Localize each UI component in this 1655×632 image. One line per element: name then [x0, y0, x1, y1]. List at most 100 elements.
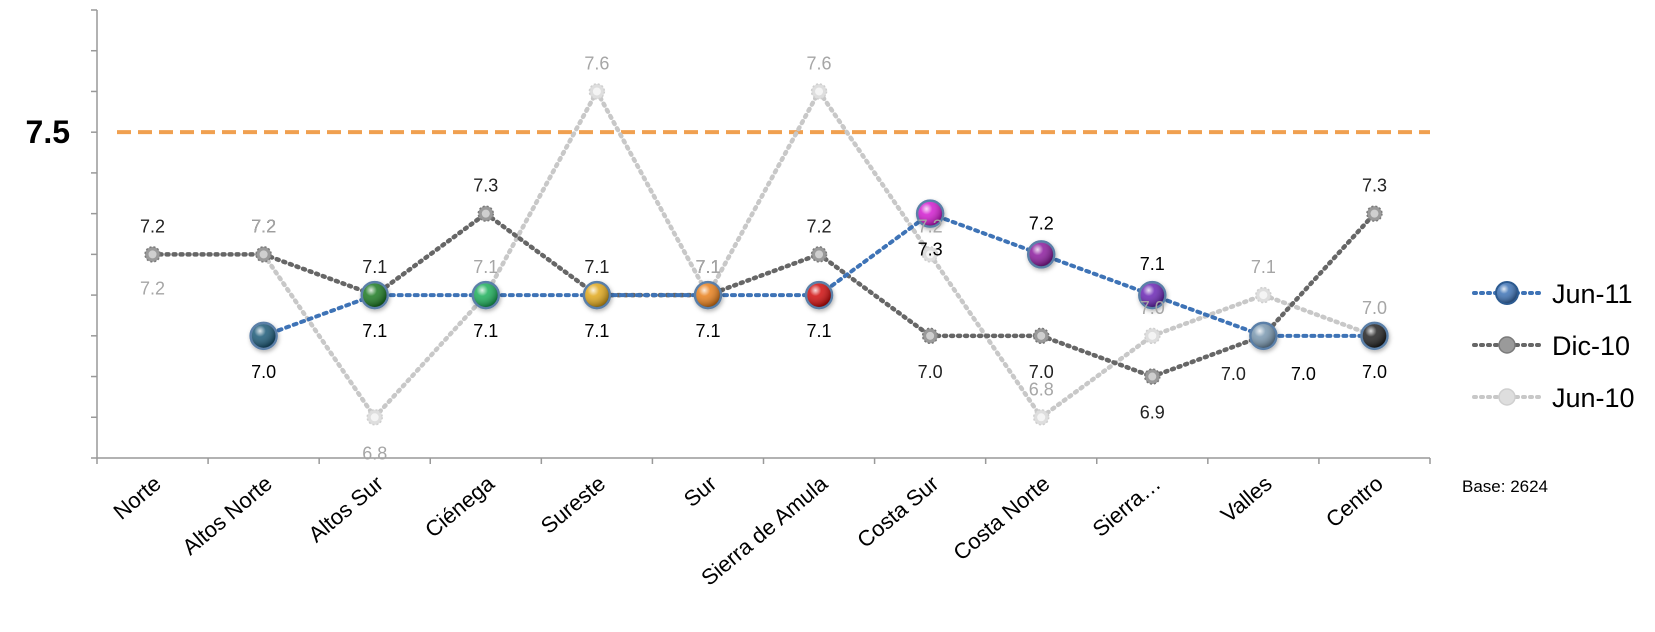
category-labels: Norte Altos Norte Altos Sur Ciénega Sureste S… — [108, 470, 1387, 590]
data-label: 7.1 — [584, 321, 609, 341]
data-point-core — [370, 413, 379, 422]
data-label: 7.1 — [473, 321, 498, 341]
series-line-segment — [594, 89, 711, 298]
data-label: 7.1 — [362, 257, 387, 277]
legend-marker — [1498, 336, 1516, 354]
data-label: 7.2 — [807, 216, 832, 236]
data-point-shine — [1029, 242, 1054, 267]
data-label: 7.2 — [918, 216, 943, 236]
data-point-core — [1259, 291, 1268, 300]
series-line-segment — [372, 292, 489, 420]
series-line-segment — [1150, 293, 1266, 338]
category-label: Norte — [108, 471, 165, 525]
series-line-segment — [816, 252, 933, 339]
data-label: 7.1 — [473, 257, 498, 277]
axes — [91, 9, 1431, 464]
series-line-segment — [928, 211, 1044, 257]
data-label: 7.2 — [251, 216, 276, 236]
series-line-segment — [816, 89, 933, 257]
series-line-segment — [1038, 333, 1155, 379]
category-label: Sierra… — [1088, 471, 1166, 542]
data-label: 7.6 — [584, 53, 609, 73]
data-label: 7.6 — [807, 53, 832, 73]
data-point-core — [815, 250, 824, 259]
series-line-segment — [261, 252, 377, 420]
category-label: Costa Norte — [948, 471, 1054, 566]
legend-label: Jun-11 — [1552, 279, 1633, 309]
data-point-core — [1037, 331, 1046, 340]
base-note: Base: 2624 — [1462, 477, 1548, 496]
data-labels-dic-10: 7.2 7.2 7.1 7.3 7.1 7.1 7.2 7.0 7.0 6.9 7.0 7.3 — [140, 176, 1387, 423]
legend-item-dic-10: Dic-10 — [1472, 331, 1630, 361]
reference-line-label: 7.5 — [26, 114, 70, 150]
data-point-shine — [807, 283, 832, 308]
category-label: Costa Sur — [852, 471, 943, 553]
data-labels-jun-11: 7.0 7.1 7.1 7.1 7.1 7.1 7.3 7.2 7.1 7.0 7.0 — [251, 213, 1387, 383]
series-lines: 7.07.1 7.1 7.1 7.1 7.17.37.27.17.0 7.07.2 7.27… — [140, 53, 1389, 463]
data-label: 7.2 — [140, 216, 165, 236]
series-line-segment — [1038, 333, 1155, 420]
legend: Jun-11 Dic-10 Jun-10 — [1472, 279, 1635, 413]
data-label: 7.0 — [1362, 362, 1387, 382]
series-line-segment — [1039, 252, 1155, 298]
data-point-shine — [362, 283, 387, 308]
category-label: Altos Norte — [177, 471, 276, 560]
data-point-shine — [1362, 323, 1387, 348]
series-line-segment — [1261, 292, 1377, 339]
data-label: 7.0 — [1291, 364, 1316, 384]
data-label: 6.8 — [362, 443, 387, 463]
category-label: Valles — [1216, 471, 1277, 528]
data-point-core — [1148, 372, 1157, 381]
data-label: 7.1 — [807, 321, 832, 341]
data-point-core — [926, 250, 935, 259]
series-line-segment — [1261, 211, 1377, 339]
data-point-shine — [473, 283, 498, 308]
series-line-segment — [261, 252, 377, 298]
data-label: 7.2 — [1029, 213, 1054, 233]
category-label: Centro — [1321, 471, 1388, 533]
category-label: Ciénega — [420, 470, 499, 542]
data-label: 7.3 — [918, 240, 943, 260]
data-label: 7.3 — [1362, 176, 1387, 196]
data-point-core — [592, 87, 601, 96]
data-point-shine — [1140, 283, 1165, 308]
data-label: 7.1 — [1251, 257, 1276, 277]
series-line-segment — [483, 211, 600, 298]
data-point-shine — [251, 323, 276, 348]
data-point-shine — [1251, 323, 1276, 348]
data-labels-jun-10: 7.2 7.2 6.8 7.1 7.6 7.1 7.6 7.2 6.8 7.0 7.1 7.0 — [140, 53, 1387, 463]
reference-line-group: 7.5 — [26, 114, 1430, 150]
legend-marker-shine — [1497, 283, 1517, 303]
legend-marker — [1498, 388, 1516, 406]
data-label: 7.2 — [251, 216, 276, 236]
data-label: 7.3 — [473, 176, 498, 196]
category-label: Sur — [679, 471, 721, 512]
category-label: Sureste — [536, 471, 610, 539]
data-label: 7.1 — [1140, 254, 1165, 274]
data-label: 7.0 — [1221, 364, 1246, 384]
legend-item-jun-10: Jun-10 — [1472, 383, 1635, 413]
series-line-segment — [1150, 333, 1266, 379]
data-point-core — [259, 250, 268, 259]
data-label: 7.0 — [1140, 298, 1165, 318]
data-label: 7.0 — [251, 362, 276, 382]
x-axis-ticks — [96, 458, 1431, 464]
data-label: 7.2 — [140, 278, 165, 298]
data-point-core — [1148, 331, 1157, 340]
data-point-core — [1037, 413, 1046, 422]
data-label: 7.1 — [362, 321, 387, 341]
series-line-segment — [372, 211, 489, 298]
data-label: 7.1 — [584, 257, 609, 277]
data-point-core — [926, 331, 935, 340]
data-label: 7.1 — [695, 321, 720, 341]
y-axis-ticks — [91, 9, 97, 459]
data-label: 6.8 — [1029, 379, 1054, 399]
data-label: 7.1 — [695, 257, 720, 277]
data-point-shine — [695, 283, 720, 308]
data-point-core — [815, 87, 824, 96]
series-line-segment — [483, 89, 600, 298]
data-label: 7.0 — [918, 362, 943, 382]
data-point-core — [1370, 209, 1379, 218]
legend-label: Dic-10 — [1552, 331, 1630, 361]
